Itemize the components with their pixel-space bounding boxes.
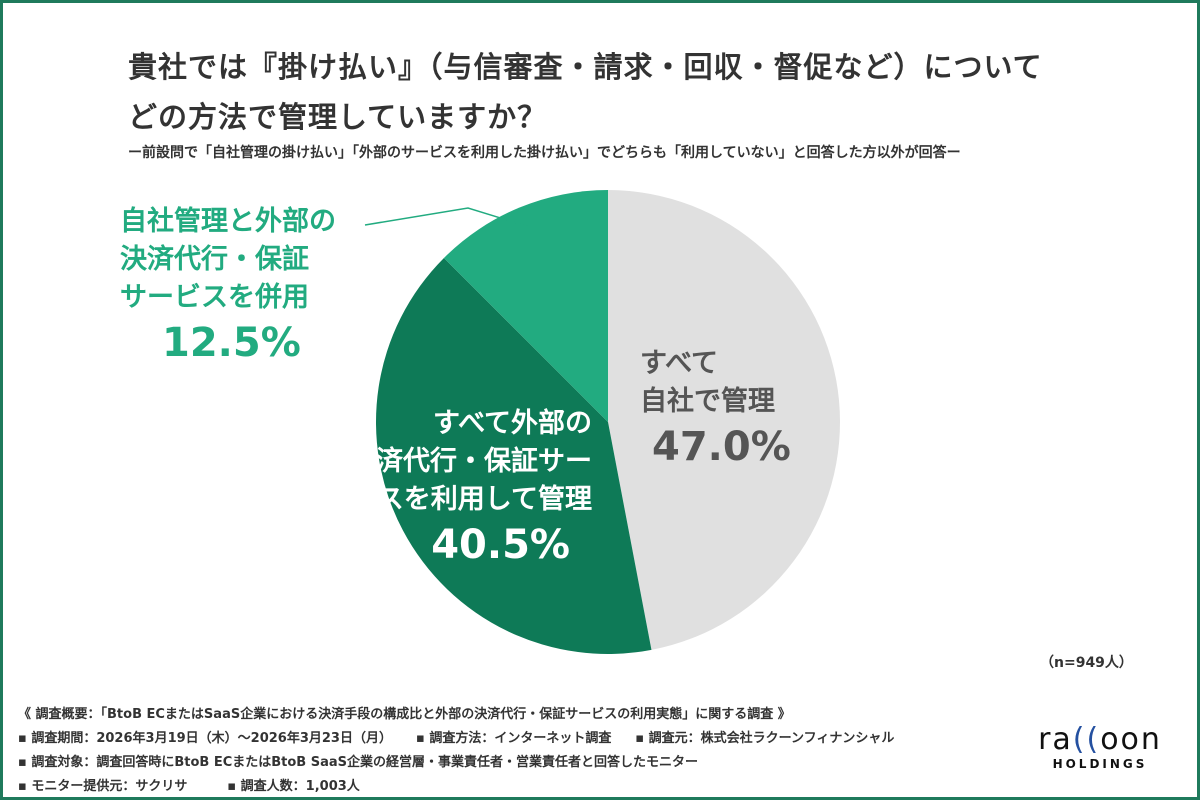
title-line-2: どの方法で管理していますか？	[128, 100, 548, 134]
label-line: すべて	[640, 348, 719, 379]
label-line: ビスを利用して管理	[349, 484, 592, 515]
chart-title: 貴社では『掛け払い』（与信審査・請求・回収・督促など）について どの方法で管理し…	[128, 42, 1043, 142]
label-line: 自社管理と外部の	[120, 206, 336, 237]
leader-line	[364, 207, 528, 227]
slice-label-self: すべて 自社で管理 47.0%	[640, 345, 791, 473]
chart-subtitle: ー前設問で「自社管理の掛け払い」「外部のサービスを利用した掛け払い」でどちらも「…	[128, 145, 961, 161]
survey-period: ▪ 調査期間：2026年3月19日（木）～2026年3月23日（月）	[18, 731, 392, 746]
pie-slice	[608, 190, 840, 650]
pct-label: 40.5%	[431, 522, 570, 568]
label-line: すべて外部の	[432, 408, 592, 439]
pie-slice	[443, 190, 608, 422]
slice-label-combined: 自社管理と外部の 決済代行・保証 サービスを併用 12.5%	[120, 203, 336, 369]
survey-method: ▪ 調査方法：インターネット調査	[415, 731, 612, 746]
survey-footer: 《 調査概要：「BtoB ECまたはSaaS企業における決済手段の構成比と外部の…	[18, 703, 918, 799]
title-line-1: 貴社では『掛け払い』（与信審査・請求・回収・督促など）について	[128, 50, 1043, 84]
label-line: 自社で管理	[640, 386, 775, 417]
survey-target: ▪ 調査対象：調査回答時にBtoB ECまたはBtoB SaaS企業の経営層・事…	[18, 755, 699, 770]
slice-label-external: すべて外部の 決済代行・保証サー ビスを利用して管理 40.5%	[330, 405, 592, 571]
survey-overview: 《 調査概要：「BtoB ECまたはSaaS企業における決済手段の構成比と外部の…	[18, 707, 791, 722]
raccoon-holdings-logo: ra((oon HOLDINGS	[1038, 722, 1162, 771]
label-line: 決済代行・保証サー	[349, 446, 592, 477]
survey-provider: ▪ モニター提供元：サクリサ	[18, 779, 188, 794]
label-line: サービスを併用	[120, 282, 309, 313]
pct-label: 12.5%	[162, 320, 301, 366]
survey-org: ▪ 調査元：株式会社ラクーンフィナンシャル	[635, 731, 895, 746]
sample-size: （n=949人）	[1040, 655, 1133, 671]
label-line: 決済代行・保証	[120, 244, 309, 275]
pie-slice	[376, 257, 652, 654]
survey-count: ▪ 調査人数：1,003人	[227, 779, 360, 794]
pct-label: 47.0%	[652, 424, 791, 470]
